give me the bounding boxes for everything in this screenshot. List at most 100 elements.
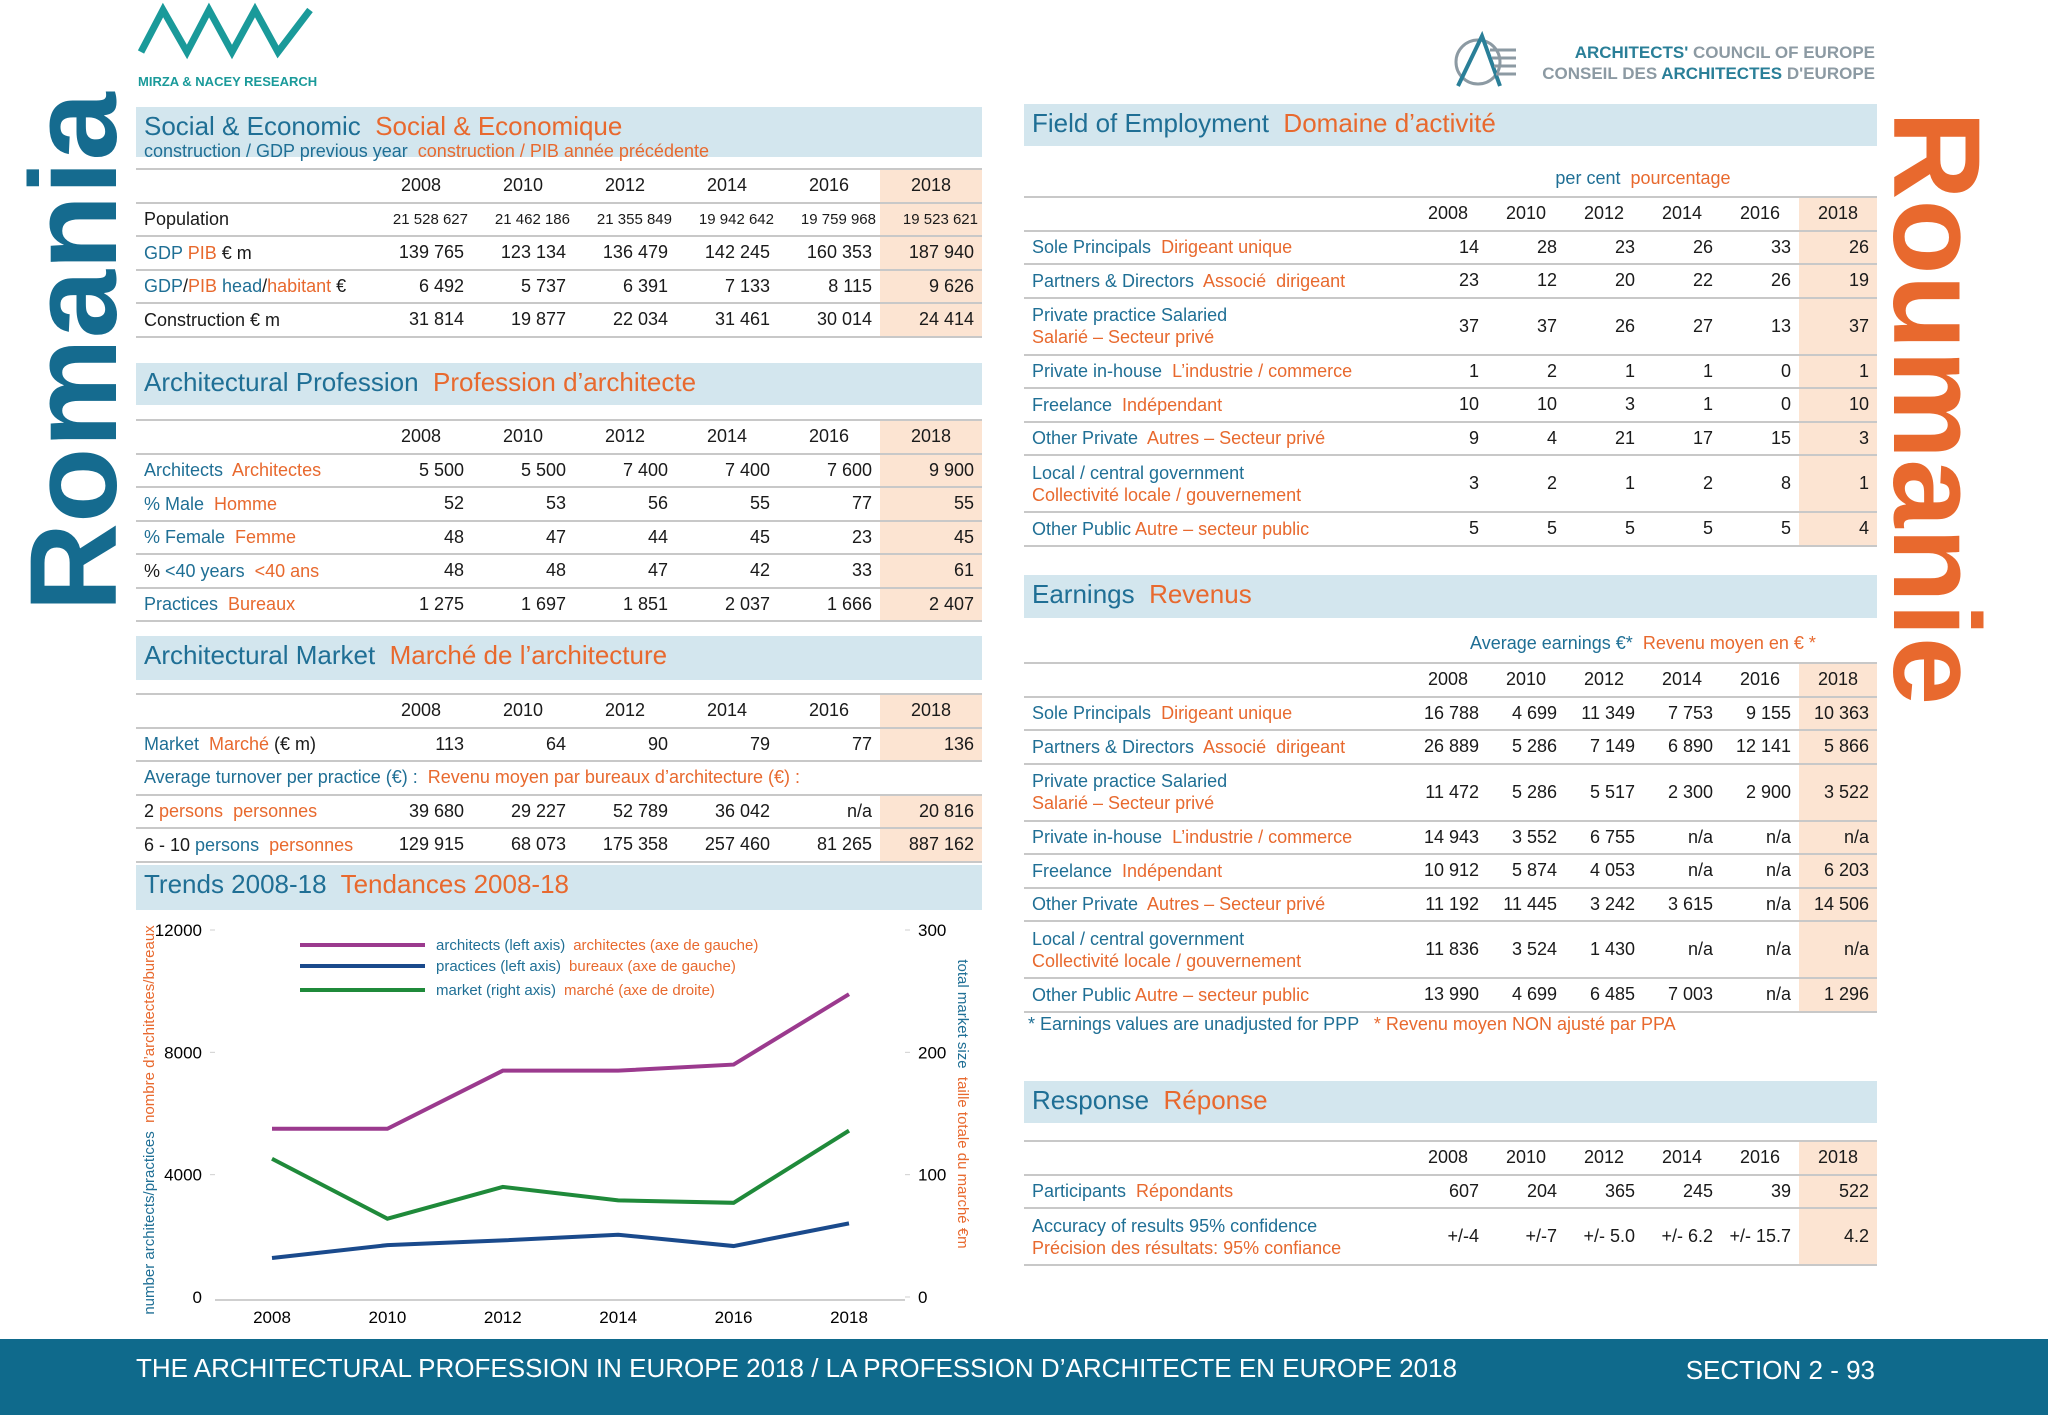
value-cell: 1: [1565, 354, 1643, 389]
row-label: Practices Bureaux: [136, 587, 370, 622]
row-label: Local / central government Collectivité l…: [1024, 455, 1409, 513]
table-row: % <40 years <40 ans 48 48 47 42 33 61: [136, 554, 982, 589]
row-label: Architects Architectes: [136, 453, 370, 488]
label-line: Freelance Indépendant: [1032, 394, 1401, 416]
text-segment: Marché: [199, 734, 270, 755]
table-row: Freelance Indépendant 10 10 3 1 0 10: [1024, 388, 1877, 423]
table-row: % Female Femme 48 47 44 45 23 45: [136, 520, 982, 555]
value-cell: 37: [1799, 297, 1877, 356]
x-tick-label: 2012: [484, 1308, 522, 1327]
value-cell: 10: [1799, 388, 1877, 423]
text-segment: 2: [144, 801, 160, 822]
value-cell: n/a: [1799, 820, 1877, 855]
table-row: Sole Principals Dirigeant unique 14 28 23 26…: [1024, 230, 1877, 265]
row-label: Sole Principals Dirigeant unique: [1024, 230, 1409, 265]
column-header: 2010: [472, 693, 574, 729]
ace-icon: [1454, 30, 1516, 87]
value-cell: 1 666: [778, 587, 880, 622]
column-header: 2014: [676, 419, 778, 455]
column-header: 2014: [676, 693, 778, 729]
table-row: Freelance Indépendant 10 912 5 874 4 053 n/a…: [1024, 854, 1877, 889]
value-cell: 37: [1409, 297, 1487, 356]
section-header: Trends 2008-18 Tendances 2008-18: [136, 865, 982, 910]
value-cell: 90: [574, 727, 676, 762]
column-header: 2012: [1565, 1140, 1643, 1176]
value-cell: 136: [880, 727, 982, 762]
y-tick-label: 12000: [155, 921, 202, 940]
value-cell: 21: [1565, 421, 1643, 456]
value-cell: 1 697: [472, 587, 574, 622]
text-segment: Autre – secteur public: [1131, 984, 1310, 1005]
text-segment: Social & Economic: [144, 111, 361, 141]
section-header: Response Réponse: [1024, 1081, 1877, 1123]
value-cell: 68 073: [472, 828, 574, 863]
column-header: 2018: [1799, 196, 1877, 232]
section-title: Trends 2008-18 Tendances 2008-18: [144, 869, 974, 899]
section-header: Architectural Profession Profession d’ar…: [136, 363, 982, 405]
text-segment: PIB: [182, 242, 217, 263]
value-cell: 3 242: [1565, 887, 1643, 922]
text-segment: habitant: [267, 276, 332, 297]
value-cell: 11 192: [1409, 887, 1487, 922]
text-segment: PIB: [188, 276, 218, 297]
legend-name: architects (left axis): [436, 937, 565, 954]
value-cell: n/a: [1721, 820, 1799, 855]
label-line: Collectivité locale / gouvernement: [1032, 950, 1401, 972]
label-line: Private practice Salaried: [1032, 304, 1401, 326]
value-cell: 56: [574, 487, 676, 522]
value-cell: 19 523 621: [880, 202, 982, 237]
text-segment: Other Public: [1032, 518, 1132, 539]
table-row: Private in-house L’industrie / commerce 1…: [1024, 820, 1877, 855]
y2-tick-label: 200: [918, 1043, 946, 1062]
table-row: Local / central government Collectivité l…: [1024, 921, 1877, 979]
label-line: Participants Répondants: [1032, 1180, 1401, 1202]
value-cell: 52 789: [574, 794, 676, 829]
text-segment: Associé dirigeant: [1194, 736, 1346, 757]
value-cell: 37: [1487, 297, 1565, 356]
value-cell: 5 500: [370, 453, 472, 488]
value-cell: 10 363: [1799, 696, 1877, 731]
value-cell: 6 890: [1643, 730, 1721, 765]
text-segment: number architects/practices: [141, 1131, 158, 1314]
y-tick-label: 8000: [164, 1043, 202, 1062]
text-segment: Dirigeant unique: [1151, 237, 1293, 258]
text-segment: Average earnings €*: [1470, 633, 1633, 653]
value-cell: 20: [1565, 264, 1643, 299]
value-cell: 19 877: [472, 303, 574, 338]
text-segment: /: [262, 276, 268, 297]
column-header: 2016: [778, 693, 880, 729]
text-segment: 6 - 10: [144, 834, 196, 855]
label-line: Architects Architectes: [144, 459, 362, 481]
row-label: 2 persons personnes: [136, 794, 370, 829]
value-cell: 77: [778, 727, 880, 762]
value-cell: 33: [778, 554, 880, 589]
column-header: 2010: [1487, 662, 1565, 698]
header-row: 2008 2010 2012 2014 2016 2018: [136, 693, 982, 729]
text-segment: persons: [195, 834, 260, 855]
value-cell: 12: [1487, 264, 1565, 299]
table-row: Market Marché (€ m) 113 64 90 79 77 136: [136, 727, 982, 762]
value-cell: 22: [1643, 264, 1721, 299]
text-segment: construction / GDP previous year: [144, 141, 408, 161]
value-cell: 19: [1799, 264, 1877, 299]
text-segment: L’industrie / commerce: [1162, 361, 1353, 382]
column-header: 2018: [880, 693, 982, 729]
value-cell: 139 765: [370, 236, 472, 271]
header-cell: [136, 693, 370, 729]
column-header: 2012: [1565, 196, 1643, 232]
value-cell: 1: [1799, 354, 1877, 389]
value-cell: 19 759 968: [778, 202, 880, 237]
text-segment: GDP: [144, 276, 184, 297]
text-segment: L’industrie / commerce: [1162, 827, 1353, 848]
text-segment: Other Private: [1032, 428, 1139, 449]
value-cell: 7 753: [1643, 696, 1721, 731]
value-cell: n/a: [778, 794, 880, 829]
column-header: 2012: [574, 419, 676, 455]
value-cell: 5: [1487, 512, 1565, 547]
value-cell: 2 037: [676, 587, 778, 622]
value-cell: 22 034: [574, 303, 676, 338]
value-cell: 7 133: [676, 269, 778, 304]
value-cell: 30 014: [778, 303, 880, 338]
table-row: 6 - 10 persons personnes 129 915 68 073 175…: [136, 828, 982, 863]
value-cell: 3: [1799, 421, 1877, 456]
